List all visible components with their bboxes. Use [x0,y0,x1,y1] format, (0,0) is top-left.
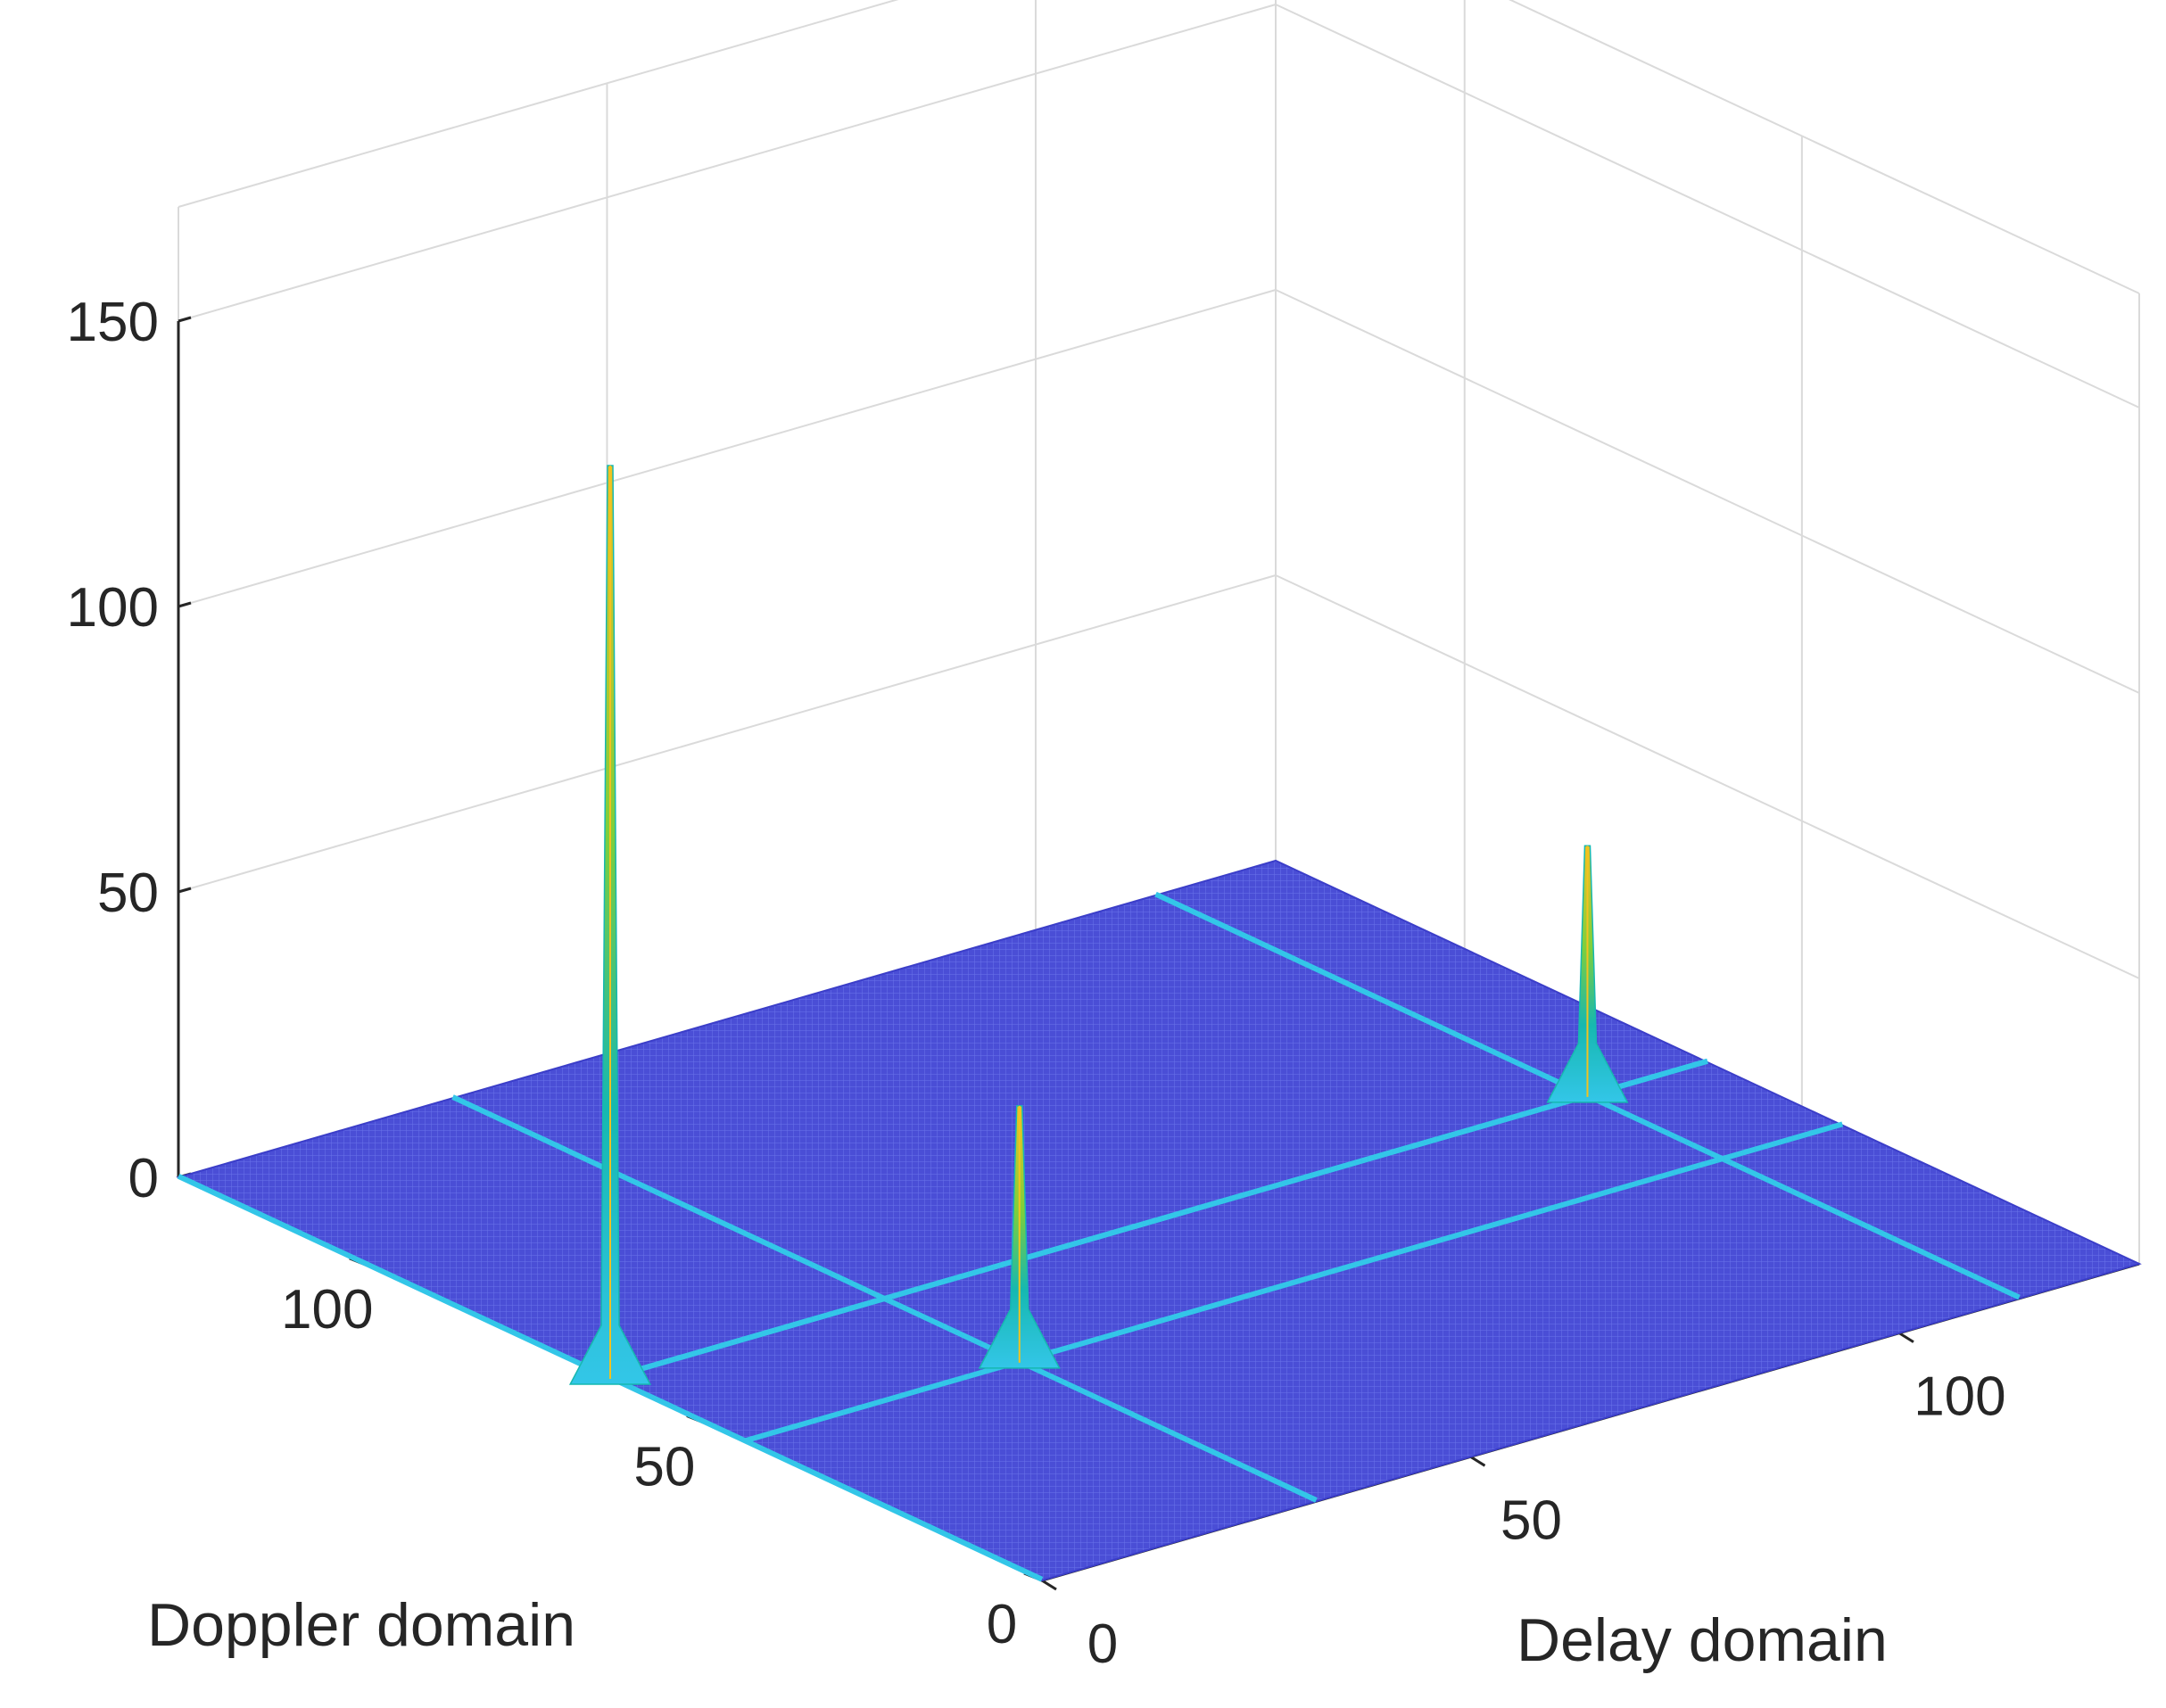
x-tick-label: 0 [1087,1613,1118,1675]
grid-line [178,574,1277,893]
surface-layer [176,465,2142,1582]
grid-line [178,4,1277,322]
z-tick [178,601,192,608]
ridge-line [609,1058,1708,1381]
label-layer: Delay domain Doppler domain [147,1591,1888,1674]
z-tick-label: 150 [67,292,159,353]
x-tick-label: 100 [1914,1366,2005,1428]
grid-layer [178,0,2140,1265]
x-axis-label: Delay domain [1517,1606,1888,1674]
z-tick-label: 50 [97,862,159,924]
grid-line [178,289,1277,607]
grid-line [1275,574,2140,979]
z-tick [178,316,192,323]
y-axis-label: Doppler domain [147,1591,575,1659]
z-tick-label: 100 [67,577,159,639]
x-tick-label: 50 [1500,1489,1562,1551]
grid-line [1275,289,2140,694]
z-tick-label: 0 [128,1148,159,1209]
x-tick [1469,1456,1486,1467]
ridge-line [744,1121,1844,1444]
grid-line [178,0,899,208]
z-tick [178,887,192,894]
y-tick-label: 100 [281,1279,373,1341]
x-tick [1898,1332,1914,1343]
grid-line [1509,0,2140,294]
y-tick-label: 50 [633,1436,695,1498]
x-tick [1041,1579,1057,1591]
grid-line [1275,4,2140,408]
y-tick-label: 0 [987,1594,1017,1655]
